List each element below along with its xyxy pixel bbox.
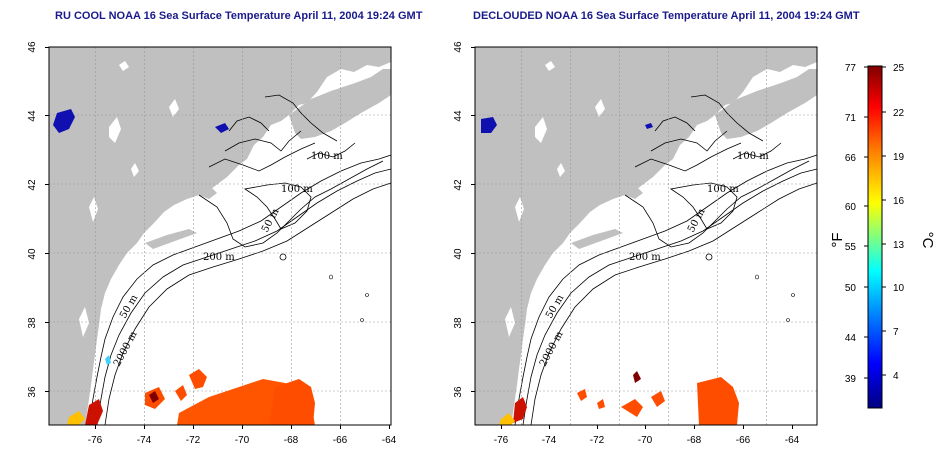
colorbar-f-tick: 44 [845, 333, 857, 344]
colorbar-c-tick: 7 [893, 327, 899, 338]
cool-sst-patch [105, 355, 111, 365]
right-map: 100 m 100 m 50 m 200 m 50 m 2000 m [474, 46, 818, 426]
lon-tick: -70 [235, 435, 250, 446]
colorbar-f-tick: 39 [845, 374, 857, 385]
lat-tick: 42 [453, 179, 464, 191]
lat-tick: 44 [27, 110, 38, 122]
colorbar-c-tick: 25 [893, 63, 905, 74]
lat-tick: 42 [27, 179, 38, 191]
colorbar-f-tick: 66 [845, 153, 857, 164]
hot-sst-patch [149, 391, 159, 403]
left-panel-title: RU COOL NOAA 16 Sea Surface Temperature … [55, 10, 423, 22]
lon-tick: -64 [382, 435, 397, 446]
warm-sst-patch [175, 385, 187, 401]
lon-tick: -72 [590, 435, 605, 446]
lat-tick: 36 [453, 386, 464, 398]
colorbar-f-tick: 71 [845, 113, 857, 124]
colorbar-c-tick: 13 [893, 240, 905, 251]
lon-tick: -66 [736, 435, 751, 446]
lat-tick: 36 [27, 386, 38, 398]
colorbar-c-tick: 16 [893, 196, 905, 207]
colorbar-f-tick: 55 [845, 242, 857, 253]
lon-tick: -68 [687, 435, 702, 446]
lon-tick: -76 [88, 435, 103, 446]
right-axis: -76 -74 -72 -70 -68 -66 -64 46 44 42 40 … [453, 41, 800, 446]
lon-tick: -76 [494, 435, 509, 446]
warm-sst-region [697, 377, 739, 425]
map-frame [48, 46, 392, 426]
lon-tick: -70 [638, 435, 653, 446]
left-axis: -76 -74 -72 -70 -68 -66 -64 46 44 42 40 … [27, 41, 397, 446]
lat-tick: 44 [453, 110, 464, 122]
lat-tick: 46 [27, 41, 38, 53]
contour-label-100m-b: 100 m [281, 184, 313, 195]
yellow-sst-patch [67, 411, 85, 425]
lon-tick: -74 [137, 435, 152, 446]
lat-tick: 38 [453, 317, 464, 329]
fahrenheit-label: °F [829, 232, 846, 247]
cold-sst-patch [53, 109, 75, 133]
lon-tick: -68 [284, 435, 299, 446]
contour-label-100m-a: 100 m [311, 151, 343, 162]
hot-sst-patch [633, 371, 641, 383]
contour-label-100m-a: 100 m [737, 151, 769, 162]
cold-sst-patch [215, 123, 229, 133]
cold-sst-patch [645, 123, 653, 129]
right-panel-title: DECLOUDED NOAA 16 Sea Surface Temperatur… [473, 10, 860, 22]
colorbar: 77 71 66 60 55 50 44 39 25 22 19 16 13 1… [829, 63, 936, 409]
colorbar-f-tick: 60 [845, 202, 857, 213]
colorbar-c-tick: 4 [893, 371, 899, 382]
lat-tick: 38 [27, 317, 38, 329]
lon-tick: -74 [542, 435, 557, 446]
hot-sst-patch [513, 397, 527, 423]
contour-label-100m-b: 100 m [707, 184, 739, 195]
hot-sst-patch [85, 399, 103, 425]
contour-label-200m: 200 m [203, 252, 235, 263]
warm-sst-patch [189, 369, 207, 389]
lon-tick: -64 [785, 435, 800, 446]
colorbar-f-tick: 50 [845, 283, 857, 294]
celsius-label: °C [919, 232, 936, 249]
colorbar-f-tick: 77 [845, 63, 857, 74]
lon-tick: -72 [186, 435, 201, 446]
lat-tick: 46 [453, 41, 464, 53]
lon-tick: -66 [333, 435, 348, 446]
colorbar-c-tick: 10 [893, 283, 905, 294]
colorbar-c-tick: 19 [893, 152, 905, 163]
lat-tick: 40 [27, 248, 38, 260]
left-map: 100 m 100 m 50 m 200 m 50 m 2000 m [48, 46, 392, 426]
colorbar-gradient [867, 65, 883, 409]
warm-sst-patch [597, 399, 605, 409]
contour-label-200m: 200 m [629, 252, 661, 263]
warm-sst-patch [651, 391, 665, 407]
warm-sst-patch [577, 389, 587, 401]
warm-sst-region [269, 379, 315, 425]
warm-sst-patch [621, 399, 643, 417]
yellow-sst-patch [499, 413, 515, 425]
cold-sst-patch [481, 117, 497, 133]
lat-tick: 40 [453, 248, 464, 260]
colorbar-c-tick: 22 [893, 108, 905, 119]
